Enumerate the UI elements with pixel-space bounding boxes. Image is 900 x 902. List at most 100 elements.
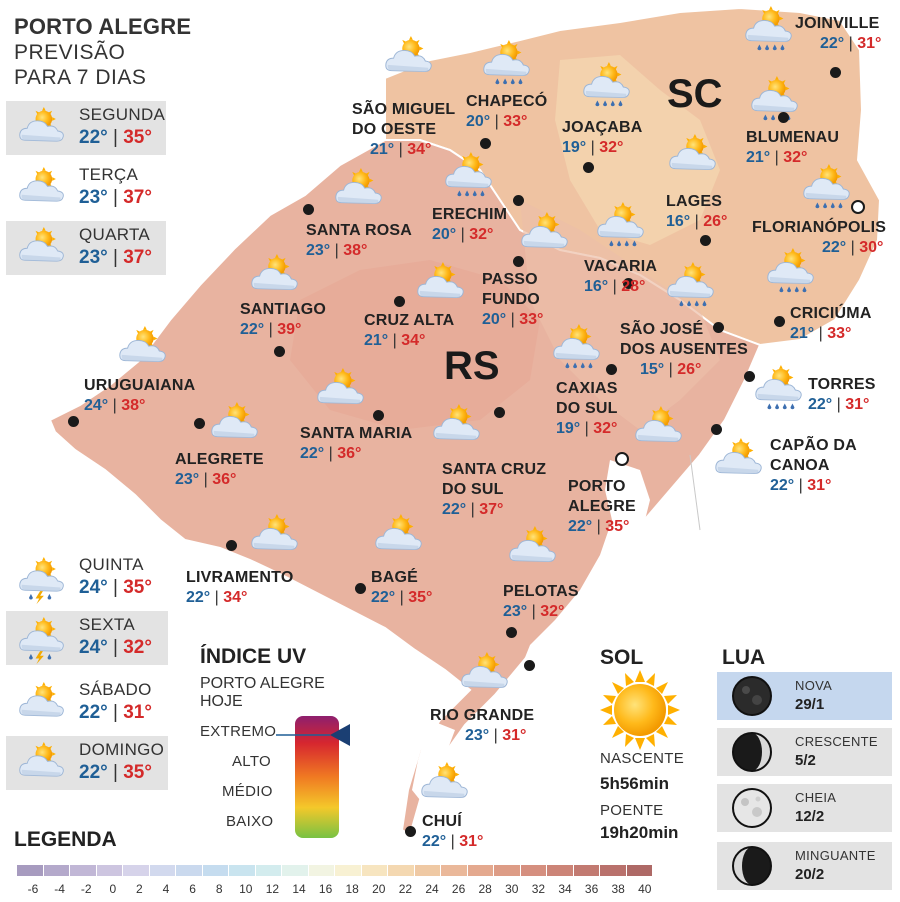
city-name: FLORIANÓPOLIS — [752, 219, 887, 236]
city-location-marker[interactable] — [700, 235, 711, 246]
city-temps: 21° | 33° — [790, 325, 852, 342]
city-location-marker[interactable] — [303, 204, 314, 215]
city-location-marker[interactable] — [851, 200, 865, 214]
city-santiago: SANTIAGO 22° | 39° — [240, 300, 326, 340]
city-min-temp: 16° — [584, 278, 609, 295]
rain-icon — [578, 62, 634, 107]
city-location-marker[interactable] — [606, 364, 617, 375]
city-max-temp: 33° — [827, 325, 852, 342]
city-location-marker[interactable] — [405, 826, 416, 837]
city-name: PORTO — [568, 478, 626, 495]
city-chui: CHUÍ 22° | 31° — [422, 812, 483, 852]
city-location-marker[interactable] — [274, 346, 285, 357]
partly-cloudy-icon — [504, 526, 560, 570]
city-max-temp: 36° — [337, 445, 362, 462]
city-max-temp: 34° — [407, 141, 432, 158]
city-max-temp: 31° — [857, 35, 882, 52]
forecast-max: 35° — [123, 577, 152, 598]
moon-phase-date: 12/2 — [795, 808, 825, 825]
city-max-temp: 30° — [859, 239, 884, 256]
city-temps: 23° | 32° — [503, 603, 565, 620]
city-location-marker[interactable] — [713, 322, 724, 333]
forecast-row-segunda: SEGUNDA 22° | 35° — [6, 101, 166, 155]
city-max-temp: 32° — [593, 420, 618, 437]
city-location-marker[interactable] — [778, 112, 789, 123]
city-temps: 19° | 32° — [556, 420, 618, 437]
city-temps: 22° | 35° — [568, 518, 630, 535]
city-location-marker[interactable] — [480, 138, 491, 149]
city-location-marker[interactable] — [615, 452, 629, 466]
city-max-temp: 34° — [401, 332, 426, 349]
city-erechim: ERECHIM 20° | 32° — [432, 205, 507, 245]
forecast-row-sábado: SÁBADO 22° | 31° — [6, 676, 168, 730]
forecast-max: 37° — [123, 247, 152, 268]
forecast-max: 32° — [123, 637, 152, 658]
moon-phase-date: 5/2 — [795, 752, 816, 769]
city-name: BAGÉ — [371, 569, 419, 586]
forecast-row-quinta: QUINTA 24° | 35° — [6, 551, 168, 605]
partly-cloudy-icon — [456, 652, 512, 696]
city-location-marker[interactable] — [744, 371, 755, 382]
last-quarter-moon-icon — [731, 845, 773, 887]
city-max-temp: 31° — [807, 477, 832, 494]
partly-cloudy-icon — [14, 167, 70, 209]
legend-tick: 2 — [136, 882, 143, 896]
city-min-temp: 22° — [820, 35, 845, 52]
city-location-marker[interactable] — [506, 627, 517, 638]
partly-cloudy-icon — [14, 227, 70, 269]
city-min-temp: 23° — [503, 603, 528, 620]
legend-swatch — [626, 865, 652, 876]
city-max-temp: 33° — [519, 311, 544, 328]
city-location-marker[interactable] — [513, 256, 524, 267]
rain-icon — [478, 40, 534, 85]
city-name: JOAÇABA — [562, 119, 643, 136]
city-temps: 23° | 38° — [306, 242, 368, 259]
city-temps: 22° | 31° — [770, 477, 832, 494]
legend-swatch — [70, 865, 96, 876]
partly-cloudy-icon — [664, 134, 720, 178]
city-location-marker[interactable] — [524, 660, 535, 671]
city-location-marker[interactable] — [711, 424, 722, 435]
city-location-marker[interactable] — [774, 316, 785, 327]
city-name: CAPÃO DA — [770, 437, 857, 454]
moon-phase-date: 20/2 — [795, 866, 825, 883]
rain-icon — [740, 6, 796, 51]
city-location-marker[interactable] — [830, 67, 841, 78]
city-joinville: JOINVILLE 22° | 31° — [795, 14, 881, 54]
forecast-min: 23° — [79, 247, 108, 268]
lagoa-dos-patos — [520, 460, 650, 670]
city-max-temp: 38° — [121, 397, 146, 414]
legend-tick: 4 — [162, 882, 170, 896]
city-min-temp: 19° — [556, 420, 581, 437]
sc-highland-zone — [555, 55, 720, 245]
city-min-temp: 21° — [364, 332, 389, 349]
city-name: BLUMENAU — [746, 129, 840, 146]
city-location-marker[interactable] — [68, 416, 79, 427]
city-location-marker[interactable] — [194, 418, 205, 429]
city-temps: 22° | 31° — [820, 35, 882, 52]
forecast-max: 35° — [123, 127, 152, 148]
legend-title: LEGENDA — [14, 828, 117, 851]
city-location-marker[interactable] — [394, 296, 405, 307]
forecast-temps: 23° | 37° — [79, 187, 152, 208]
legend-tick: 10 — [239, 882, 253, 896]
city-temps: 16° | 26° — [666, 213, 728, 230]
partly-cloudy-icon — [380, 36, 436, 80]
city-location-marker[interactable] — [373, 410, 384, 421]
legend-swatch — [494, 865, 520, 876]
city-location-marker[interactable] — [355, 583, 366, 594]
forecast-min: 22° — [79, 762, 108, 783]
city-location-marker[interactable] — [623, 278, 634, 289]
city-temps: 21° | 34° — [370, 141, 432, 158]
uv-gradient-bar — [295, 716, 339, 838]
city-location-marker[interactable] — [494, 407, 505, 418]
legend-swatch — [467, 865, 493, 876]
city-location-marker[interactable] — [583, 162, 594, 173]
moon-phase-name: MINGUANTE — [795, 848, 876, 863]
city-location-marker[interactable] — [513, 195, 524, 206]
city-vacaria: VACARIA 16° | 28° — [584, 257, 657, 297]
city-max-temp: 32° — [783, 149, 808, 166]
forecast-row-sexta: SEXTA 24° | 32° — [6, 611, 168, 665]
city-min-temp: 20° — [466, 113, 491, 130]
city-location-marker[interactable] — [226, 540, 237, 551]
